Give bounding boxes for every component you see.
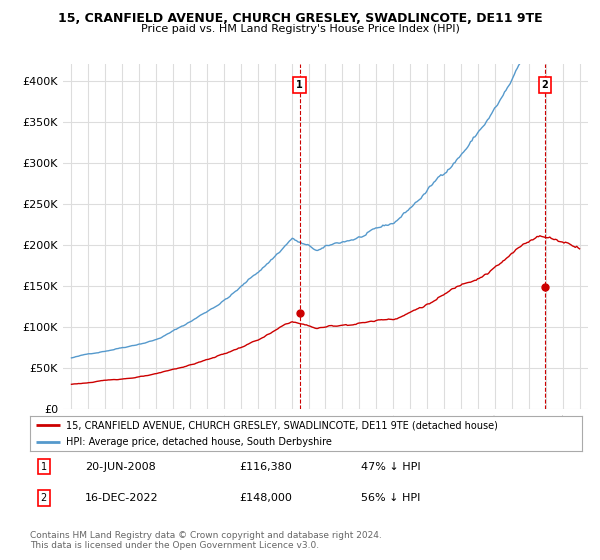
Text: 15, CRANFIELD AVENUE, CHURCH GRESLEY, SWADLINCOTE, DE11 9TE: 15, CRANFIELD AVENUE, CHURCH GRESLEY, SW… — [58, 12, 542, 25]
Text: 15, CRANFIELD AVENUE, CHURCH GRESLEY, SWADLINCOTE, DE11 9TE (detached house): 15, CRANFIELD AVENUE, CHURCH GRESLEY, SW… — [66, 421, 498, 431]
Text: Price paid vs. HM Land Registry's House Price Index (HPI): Price paid vs. HM Land Registry's House … — [140, 24, 460, 34]
Text: HPI: Average price, detached house, South Derbyshire: HPI: Average price, detached house, Sout… — [66, 437, 332, 447]
Text: 20-JUN-2008: 20-JUN-2008 — [85, 461, 156, 472]
Text: 2: 2 — [41, 493, 47, 503]
Text: 1: 1 — [41, 461, 47, 472]
Text: 1: 1 — [296, 80, 303, 90]
Text: 2: 2 — [542, 80, 548, 90]
Text: 47% ↓ HPI: 47% ↓ HPI — [361, 461, 421, 472]
Text: 56% ↓ HPI: 56% ↓ HPI — [361, 493, 421, 503]
Text: 16-DEC-2022: 16-DEC-2022 — [85, 493, 159, 503]
Text: £148,000: £148,000 — [240, 493, 293, 503]
Text: £116,380: £116,380 — [240, 461, 293, 472]
Text: Contains HM Land Registry data © Crown copyright and database right 2024.
This d: Contains HM Land Registry data © Crown c… — [30, 531, 382, 550]
